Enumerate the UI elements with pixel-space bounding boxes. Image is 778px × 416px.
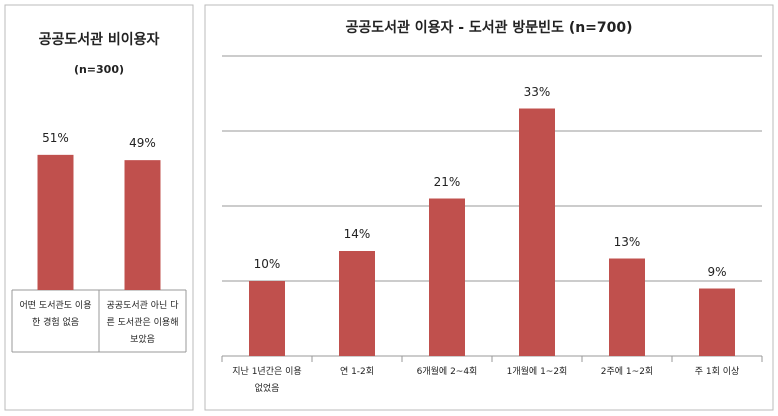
x-tick-label: 2주에 1~2회: [600, 367, 654, 377]
value-label: 21%: [433, 174, 461, 189]
x-tick-label: 공공도서관 아닌 다른 도서관은 이용해 보았음: [106, 301, 179, 346]
left-panel: [4, 4, 194, 411]
chart-title: 공공도서관 이용자 - 도서관 방문빈도 (n=700): [345, 20, 633, 36]
x-tick-label: 연 1-2회: [339, 367, 375, 377]
value-label: 49%: [129, 136, 156, 151]
value-label: 13%: [613, 234, 641, 249]
value-label: 33%: [523, 84, 551, 99]
x-tick-label: 주 1회 이상: [694, 367, 740, 377]
bar: [519, 108, 555, 356]
right-panel: [204, 4, 774, 411]
value-label: 9%: [707, 264, 727, 279]
value-label: 51%: [42, 130, 69, 145]
value-label: 14%: [343, 227, 371, 241]
chart-title: 공공도서관 비이용자: [38, 32, 160, 48]
x-tick-label: 1개월에 1~2회: [506, 367, 568, 377]
value-label: 10%: [253, 257, 281, 271]
bar: [37, 154, 74, 290]
bar: [429, 198, 465, 356]
bar: [124, 160, 161, 290]
bar: [249, 281, 285, 356]
bar: [609, 258, 645, 356]
bar: [699, 288, 735, 356]
x-tick-label: 6개월에 2~4회: [416, 367, 478, 377]
x-tick-label: 어떤 도서관도 이용한 경험 없음: [19, 301, 92, 329]
x-tick-label: 지난 1년간은 이용 없었음: [232, 367, 302, 395]
bar: [339, 251, 375, 356]
chart-subtitle: (n=300): [73, 63, 125, 76]
